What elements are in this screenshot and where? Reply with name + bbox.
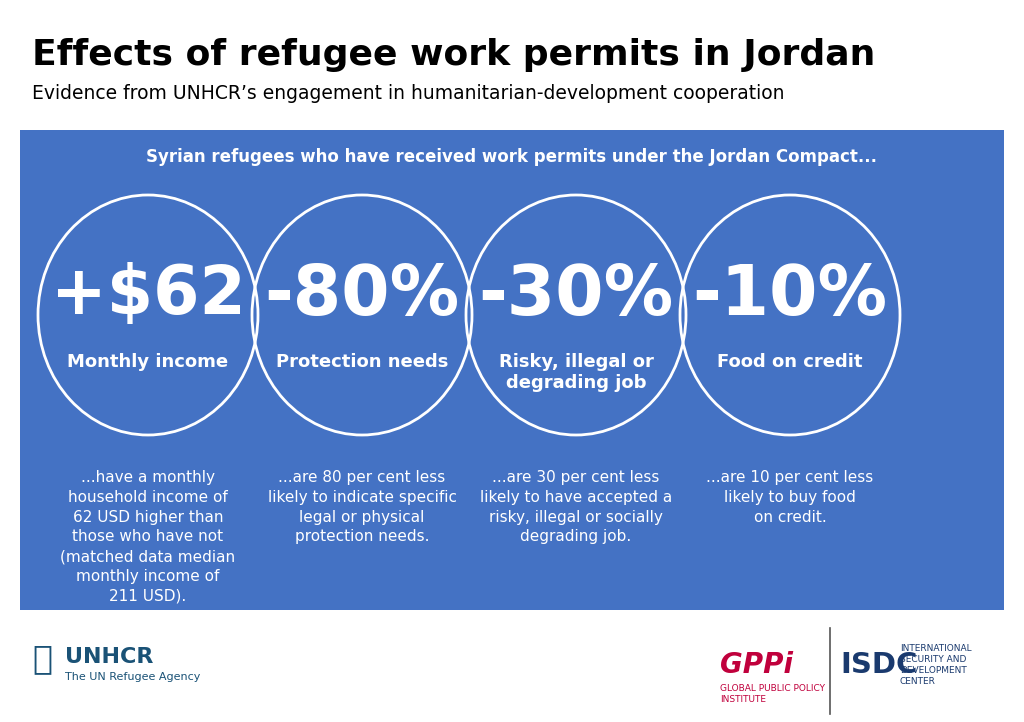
Text: INTERNATIONAL
SECURITY AND
DEVELOPMENT
CENTER: INTERNATIONAL SECURITY AND DEVELOPMENT C… [900,644,972,686]
Text: Ⓣ: Ⓣ [32,643,52,676]
Text: ISDC: ISDC [840,651,918,679]
Text: -80%: -80% [264,261,460,329]
Text: The UN Refugee Agency: The UN Refugee Agency [65,672,201,682]
Text: Risky, illegal or
degrading job: Risky, illegal or degrading job [499,353,653,392]
Text: Effects of refugee work permits in Jordan: Effects of refugee work permits in Jorda… [32,38,876,72]
Text: Evidence from UNHCR’s engagement in humanitarian-development cooperation: Evidence from UNHCR’s engagement in huma… [32,84,784,103]
Text: ...are 80 per cent less
likely to indicate specific
legal or physical
protection: ...are 80 per cent less likely to indica… [267,470,457,544]
Text: +$62: +$62 [50,262,246,328]
Text: ...are 10 per cent less
likely to buy food
on credit.: ...are 10 per cent less likely to buy fo… [707,470,873,525]
Text: -30%: -30% [478,261,674,329]
Text: ...are 30 per cent less
likely to have accepted a
risky, illegal or socially
deg: ...are 30 per cent less likely to have a… [480,470,672,544]
Text: UNHCR: UNHCR [65,647,154,667]
Text: Food on credit: Food on credit [717,353,863,371]
Text: Protection needs: Protection needs [275,353,449,371]
Text: GLOBAL PUBLIC POLICY
INSTITUTE: GLOBAL PUBLIC POLICY INSTITUTE [720,684,825,704]
Text: Syrian refugees who have received work permits under the Jordan Compact...: Syrian refugees who have received work p… [146,148,878,166]
Text: GPPi: GPPi [720,651,793,679]
FancyBboxPatch shape [20,130,1004,610]
Text: ...have a monthly
household income of
62 USD higher than
those who have not
(mat: ...have a monthly household income of 62… [60,470,236,604]
Text: -10%: -10% [692,261,888,329]
Text: Monthly income: Monthly income [68,353,228,371]
